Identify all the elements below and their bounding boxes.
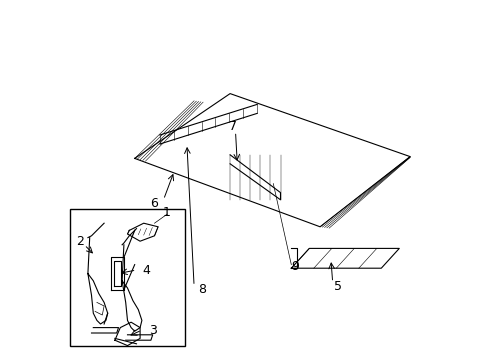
Text: 5: 5 <box>334 280 342 293</box>
Text: 4: 4 <box>142 264 149 276</box>
Text: 3: 3 <box>149 324 157 337</box>
Text: 6: 6 <box>150 197 158 210</box>
Text: 8: 8 <box>197 283 205 296</box>
Bar <box>70 209 185 346</box>
Text: 2: 2 <box>76 235 84 248</box>
Text: 9: 9 <box>291 260 299 273</box>
Text: 1: 1 <box>163 206 171 219</box>
Text: 7: 7 <box>228 120 237 133</box>
